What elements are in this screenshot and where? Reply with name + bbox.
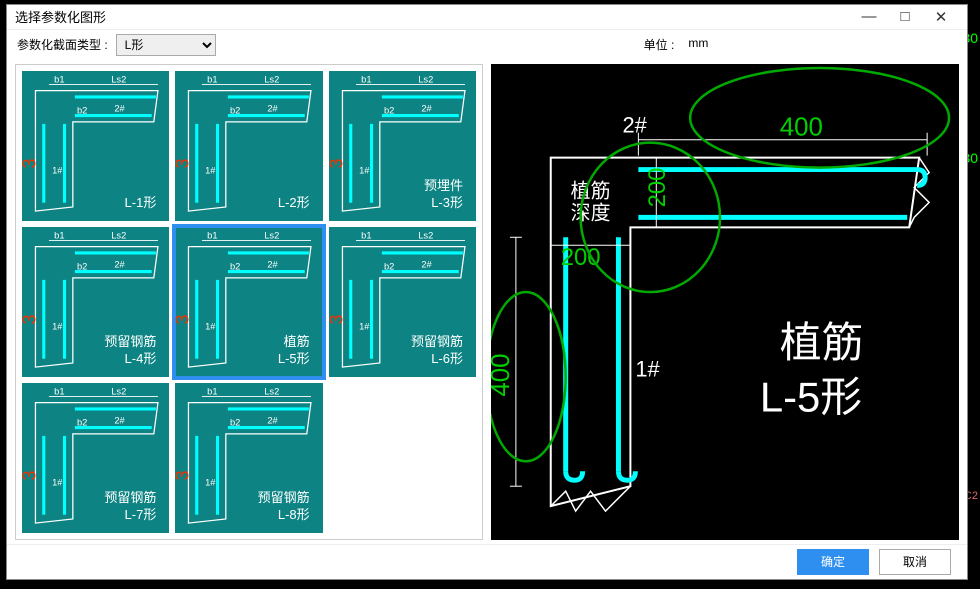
svg-text:b1: b1: [54, 74, 64, 84]
svg-text:Ls2: Ls2: [418, 74, 433, 84]
svg-text:b2: b2: [77, 417, 87, 427]
toolbar: 参数化截面类型 : L形 单位 : mm: [7, 30, 967, 60]
svg-text:2#: 2#: [421, 103, 432, 113]
svg-text:1#: 1#: [205, 165, 216, 175]
svg-text:1#: 1#: [205, 321, 216, 331]
svg-text:b2: b2: [384, 261, 394, 271]
svg-text:1#: 1#: [52, 321, 63, 331]
thumb-marker: 3: [20, 159, 41, 169]
content-area: b1 Ls2 b2 2# 1# 3 L-1形 b1 Ls2 b2 2# 1# 3 L…: [7, 60, 967, 544]
svg-text:b1: b1: [361, 74, 371, 84]
svg-text:b1: b1: [207, 230, 217, 240]
svg-text:200: 200: [561, 244, 601, 271]
dialog-title: 选择参数化图形: [15, 7, 851, 26]
svg-text:b2: b2: [77, 105, 87, 115]
close-button[interactable]: ✕: [923, 8, 959, 26]
svg-text:L-5形: L-5形: [760, 373, 862, 420]
parametric-shape-dialog: 选择参数化图形 — □ ✕ 参数化截面类型 : L形 单位 : mm b1 Ls…: [6, 4, 968, 580]
thumb-L-6[interactable]: b1 Ls2 b2 2# 1# 3 预留钢筋L-6形: [329, 227, 476, 377]
preview-panel: 400 200 200 400 2# 植筋 深度: [491, 64, 959, 540]
thumb-marker: 3: [20, 471, 41, 481]
svg-text:2#: 2#: [268, 103, 279, 113]
svg-text:1#: 1#: [359, 165, 370, 175]
thumb-marker: 3: [20, 315, 41, 325]
thumb-marker: 3: [173, 471, 194, 481]
svg-text:2#: 2#: [114, 415, 125, 425]
svg-text:200: 200: [644, 167, 671, 207]
thumb-label: 预留钢筋L-7形: [104, 490, 156, 524]
thumb-L-4[interactable]: b1 Ls2 b2 2# 1# 3 预留钢筋L-4形: [22, 227, 169, 377]
svg-text:b2: b2: [384, 105, 394, 115]
svg-text:b2: b2: [77, 261, 87, 271]
thumb-marker: 3: [173, 159, 194, 169]
svg-text:1#: 1#: [635, 356, 660, 381]
svg-text:b2: b2: [230, 417, 240, 427]
svg-text:Ls2: Ls2: [111, 74, 126, 84]
svg-text:Ls2: Ls2: [265, 386, 280, 396]
thumb-marker: 3: [326, 315, 347, 325]
svg-text:植筋: 植筋: [780, 318, 864, 365]
svg-text:1#: 1#: [359, 321, 370, 331]
svg-text:Ls2: Ls2: [418, 230, 433, 240]
cancel-button[interactable]: 取消: [879, 549, 951, 575]
titlebar: 选择参数化图形 — □ ✕: [7, 5, 967, 30]
svg-text:2#: 2#: [114, 259, 125, 269]
svg-text:Ls2: Ls2: [265, 74, 280, 84]
thumb-label: 预留钢筋L-8形: [258, 490, 310, 524]
svg-text:Ls2: Ls2: [111, 386, 126, 396]
svg-text:2#: 2#: [421, 259, 432, 269]
thumb-label: 预留钢筋L-6形: [411, 334, 463, 368]
dialog-footer: 确定 取消: [7, 544, 967, 579]
preview-svg: 400 200 200 400 2# 植筋 深度: [491, 64, 959, 540]
svg-text:2#: 2#: [268, 259, 279, 269]
svg-text:400: 400: [491, 353, 515, 396]
thumb-label: 预埋件L-3形: [424, 178, 463, 212]
thumb-L-2[interactable]: b1 Ls2 b2 2# 1# 3 L-2形: [175, 71, 322, 221]
svg-text:b1: b1: [207, 386, 217, 396]
maximize-button[interactable]: □: [887, 8, 923, 25]
section-type-select[interactable]: L形: [116, 34, 216, 56]
ok-button[interactable]: 确定: [797, 549, 869, 575]
unit-value: mm: [688, 36, 708, 53]
svg-text:1#: 1#: [205, 477, 216, 487]
svg-text:b1: b1: [54, 386, 64, 396]
svg-text:b2: b2: [230, 105, 240, 115]
thumb-L-5[interactable]: b1 Ls2 b2 2# 1# 3 植筋L-5形: [175, 227, 322, 377]
svg-text:深度: 深度: [571, 201, 611, 224]
type-label: 参数化截面类型 :: [17, 36, 108, 53]
thumb-L-8[interactable]: b1 Ls2 b2 2# 1# 3 预留钢筋L-8形: [175, 383, 322, 533]
svg-text:b1: b1: [54, 230, 64, 240]
thumbnail-panel: b1 Ls2 b2 2# 1# 3 L-1形 b1 Ls2 b2 2# 1# 3 L…: [15, 64, 483, 540]
svg-text:b1: b1: [361, 230, 371, 240]
thumb-L-1[interactable]: b1 Ls2 b2 2# 1# 3 L-1形: [22, 71, 169, 221]
svg-text:2#: 2#: [114, 103, 125, 113]
thumb-label: 植筋L-5形: [278, 334, 310, 368]
svg-text:b1: b1: [207, 74, 217, 84]
svg-text:2#: 2#: [622, 112, 647, 137]
svg-text:植筋: 植筋: [571, 179, 611, 202]
svg-text:Ls2: Ls2: [265, 230, 280, 240]
thumb-marker: 3: [173, 315, 194, 325]
svg-text:b2: b2: [230, 261, 240, 271]
unit-label: 单位 :: [644, 36, 675, 53]
thumb-label: L-1形: [125, 195, 157, 212]
thumb-label: 预留钢筋L-4形: [104, 334, 156, 368]
svg-text:400: 400: [780, 113, 823, 141]
thumb-L-7[interactable]: b1 Ls2 b2 2# 1# 3 预留钢筋L-7形: [22, 383, 169, 533]
thumb-label: L-2形: [278, 195, 310, 212]
svg-text:Ls2: Ls2: [111, 230, 126, 240]
svg-text:1#: 1#: [52, 477, 63, 487]
svg-text:2#: 2#: [268, 415, 279, 425]
minimize-button[interactable]: —: [851, 8, 887, 25]
svg-text:1#: 1#: [52, 165, 63, 175]
thumb-marker: 3: [326, 159, 347, 169]
thumb-L-3[interactable]: b1 Ls2 b2 2# 1# 3 预埋件L-3形: [329, 71, 476, 221]
